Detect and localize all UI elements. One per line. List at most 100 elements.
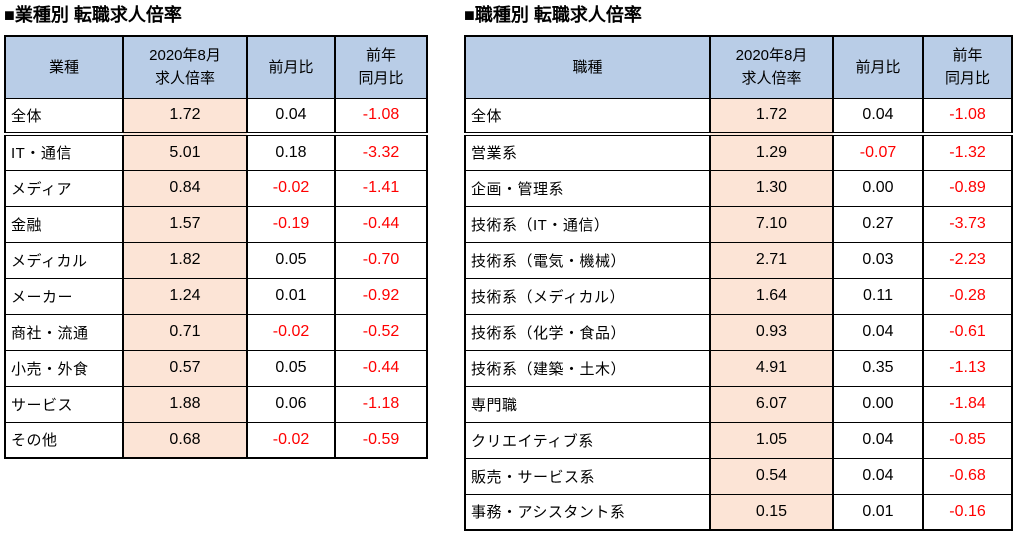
mom-cell: 0.00 — [832, 169, 924, 207]
table-body-0: 全体 1.72 0.04 -1.08 IT・通信 5.01 0.18 -3.32 メディア 0.8… — [4, 97, 428, 459]
header-row: 職種 2020年8月 求人倍率 前月比 前年 同月比 — [464, 35, 1013, 99]
category-cell: メディカル — [4, 241, 124, 279]
ratio-cell: 2.71 — [709, 241, 834, 279]
category-cell: クリエイティブ系 — [464, 421, 711, 459]
category-cell: その他 — [4, 421, 124, 459]
table-row: クリエイティブ系 1.05 0.04 -0.85 — [464, 421, 1013, 459]
mom-column-header: 前月比 — [246, 35, 336, 99]
industry-table-section: ■業種別 転職求人倍率 業種 2020年8月 求人倍率 前月比 前年 同月比 全… — [4, 4, 428, 459]
category-cell: 全体 — [464, 97, 711, 136]
ratio-column-header: 2020年8月 求人倍率 — [709, 35, 834, 99]
category-cell: 商社・流通 — [4, 313, 124, 351]
category-cell: 技術系（建築・土木） — [464, 349, 711, 387]
table-row: メディア 0.84 -0.02 -1.41 — [4, 169, 428, 207]
category-cell: IT・通信 — [4, 133, 124, 171]
mom-cell: 0.04 — [246, 97, 336, 136]
yoy-cell: -0.85 — [922, 421, 1013, 459]
yoy-cell: -0.92 — [334, 277, 428, 315]
industry-table: 業種 2020年8月 求人倍率 前月比 前年 同月比 全体 1.72 0.04 -1.… — [4, 35, 428, 459]
table-row: 金融 1.57 -0.19 -0.44 — [4, 205, 428, 243]
ratio-cell: 7.10 — [709, 205, 834, 243]
ratio-cell: 1.57 — [122, 205, 248, 243]
yoy-cell: -1.84 — [922, 385, 1013, 423]
category-cell: 技術系（電気・機械） — [464, 241, 711, 279]
ratio-cell: 1.29 — [709, 133, 834, 171]
ratio-cell: 0.84 — [122, 169, 248, 207]
category-cell: 技術系（IT・通信） — [464, 205, 711, 243]
category-cell: 営業系 — [464, 133, 711, 171]
category-cell: メーカー — [4, 277, 124, 315]
ratio-cell: 1.64 — [709, 277, 834, 315]
yoy-cell: -0.52 — [334, 313, 428, 351]
mom-cell: 0.18 — [246, 133, 336, 171]
yoy-cell: -1.41 — [334, 169, 428, 207]
table-row: 技術系（建築・土木） 4.91 0.35 -1.13 — [464, 349, 1013, 387]
mom-cell: 0.00 — [832, 385, 924, 423]
table-row: IT・通信 5.01 0.18 -3.32 — [4, 133, 428, 171]
mom-cell: 0.05 — [246, 349, 336, 387]
ratio-cell: 0.15 — [709, 493, 834, 531]
mom-column-header: 前月比 — [832, 35, 924, 99]
mom-cell: 0.01 — [246, 277, 336, 315]
occupation-table: 職種 2020年8月 求人倍率 前月比 前年 同月比 全体 1.72 0.04 -1.… — [464, 35, 1013, 531]
mom-cell: 0.04 — [832, 421, 924, 459]
ratio-cell: 1.30 — [709, 169, 834, 207]
table-row: 営業系 1.29 -0.07 -1.32 — [464, 133, 1013, 171]
yoy-cell: -0.61 — [922, 313, 1013, 351]
table-row: 専門職 6.07 0.00 -1.84 — [464, 385, 1013, 423]
yoy-cell: -3.32 — [334, 133, 428, 171]
mom-cell: 0.04 — [832, 457, 924, 495]
table-row: 事務・アシスタント系 0.15 0.01 -0.16 — [464, 493, 1013, 531]
mom-cell: 0.04 — [832, 313, 924, 351]
yoy-cell: -0.89 — [922, 169, 1013, 207]
category-column-header: 職種 — [464, 35, 711, 99]
table-row: 商社・流通 0.71 -0.02 -0.52 — [4, 313, 428, 351]
ratio-cell: 5.01 — [122, 133, 248, 171]
category-cell: 技術系（化学・食品） — [464, 313, 711, 351]
category-column-header: 業種 — [4, 35, 124, 99]
mom-cell: 0.05 — [246, 241, 336, 279]
yoy-cell: -2.23 — [922, 241, 1013, 279]
ratio-cell: 0.93 — [709, 313, 834, 351]
category-cell: 事務・アシスタント系 — [464, 493, 711, 531]
ratio-cell: 0.68 — [122, 421, 248, 459]
table-row: 企画・管理系 1.30 0.00 -0.89 — [464, 169, 1013, 207]
mom-cell: 0.11 — [832, 277, 924, 315]
table-body-1: 全体 1.72 0.04 -1.08 営業系 1.29 -0.07 -1.32 企画・管理系 1.… — [464, 97, 1013, 531]
yoy-cell: -0.59 — [334, 421, 428, 459]
ratio-cell: 1.05 — [709, 421, 834, 459]
ratio-column-header: 2020年8月 求人倍率 — [122, 35, 248, 99]
ratio-cell: 4.91 — [709, 349, 834, 387]
ratio-cell: 0.57 — [122, 349, 248, 387]
header-row: 業種 2020年8月 求人倍率 前月比 前年 同月比 — [4, 35, 428, 99]
table-row: メーカー 1.24 0.01 -0.92 — [4, 277, 428, 315]
mom-cell: -0.02 — [246, 421, 336, 459]
table-row: サービス 1.88 0.06 -1.18 — [4, 385, 428, 423]
industry-table-title: ■業種別 転職求人倍率 — [4, 5, 182, 25]
yoy-cell: -1.18 — [334, 385, 428, 423]
mom-cell: -0.02 — [246, 169, 336, 207]
mom-cell: 0.03 — [832, 241, 924, 279]
category-cell: 販売・サービス系 — [464, 457, 711, 495]
ratio-cell: 1.88 — [122, 385, 248, 423]
yoy-cell: -0.28 — [922, 277, 1013, 315]
category-cell: 専門職 — [464, 385, 711, 423]
category-cell: 金融 — [4, 205, 124, 243]
mom-cell: 0.04 — [832, 97, 924, 136]
yoy-cell: -1.08 — [334, 97, 428, 136]
category-cell: サービス — [4, 385, 124, 423]
mom-cell: -0.02 — [246, 313, 336, 351]
yoy-cell: -1.08 — [922, 97, 1013, 136]
mom-cell: 0.01 — [832, 493, 924, 531]
category-cell: 企画・管理系 — [464, 169, 711, 207]
ratio-cell: 1.24 — [122, 277, 248, 315]
table-row: 販売・サービス系 0.54 0.04 -0.68 — [464, 457, 1013, 495]
yoy-cell: -0.70 — [334, 241, 428, 279]
table-row: 小売・外食 0.57 0.05 -0.44 — [4, 349, 428, 387]
category-cell: 小売・外食 — [4, 349, 124, 387]
yoy-cell: -3.73 — [922, 205, 1013, 243]
mom-cell: -0.19 — [246, 205, 336, 243]
table-row: その他 0.68 -0.02 -0.59 — [4, 421, 428, 459]
yoy-cell: -0.16 — [922, 493, 1013, 531]
yoy-column-header: 前年 同月比 — [334, 35, 428, 99]
